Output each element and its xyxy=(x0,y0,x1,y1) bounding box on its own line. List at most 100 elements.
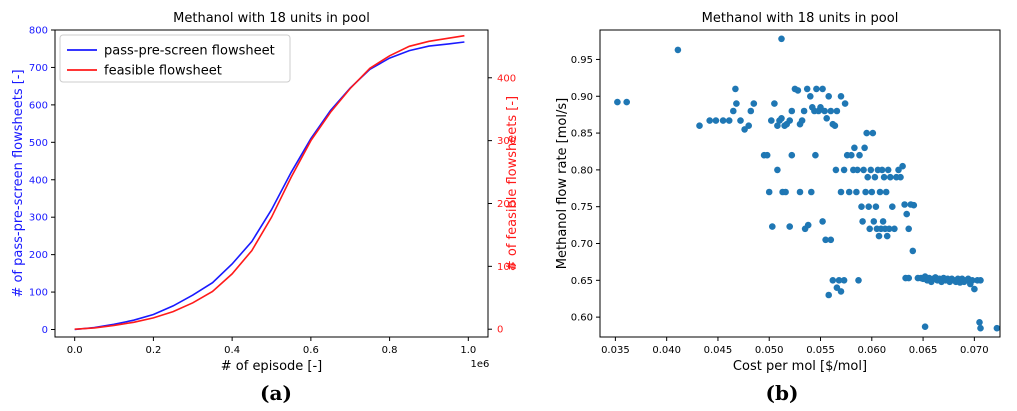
scatter-point xyxy=(977,277,984,284)
scatter-point xyxy=(822,236,829,244)
scatter-point xyxy=(798,117,806,124)
scatter-point xyxy=(905,274,912,282)
scatter-point xyxy=(788,151,796,159)
scatter-point xyxy=(851,144,858,152)
scatter-point xyxy=(837,188,845,196)
legend-label: pass-pre-screen flowsheet xyxy=(104,44,275,59)
y-tick-label: 0.80 xyxy=(571,165,593,176)
scatter-point xyxy=(891,225,898,233)
scatter-point xyxy=(858,203,865,210)
scatter-point xyxy=(712,117,720,124)
y-right-tick-label: 100 xyxy=(497,262,516,273)
scatter-point xyxy=(825,291,832,299)
x-tick-label: 1.0 xyxy=(460,345,476,356)
scatter-point xyxy=(870,218,878,225)
scatter-point xyxy=(823,115,830,122)
scatter-point xyxy=(971,285,978,293)
scatter-point xyxy=(794,87,802,94)
x-tick-label: 0.040 xyxy=(652,345,681,356)
y-left-tick-label: 100 xyxy=(29,288,48,299)
scatter-point xyxy=(977,324,984,332)
scatter-point xyxy=(885,225,893,233)
x-tick-label: 0.045 xyxy=(704,345,733,356)
scatter-point xyxy=(778,35,785,43)
scatter-point xyxy=(969,277,976,284)
legend: pass-pre-screen flowsheet feasible flowsh… xyxy=(59,34,291,83)
scatter-point xyxy=(808,188,815,196)
scatter-point xyxy=(782,188,789,196)
scatter-point xyxy=(866,225,873,233)
scatter-point xyxy=(725,117,733,124)
scatter-point xyxy=(696,122,703,129)
scatter-point xyxy=(813,85,820,93)
scatter-point xyxy=(768,117,775,124)
scatter-point xyxy=(832,166,840,174)
scatter-point xyxy=(901,201,908,208)
y-tick-label: 0.75 xyxy=(571,202,593,213)
scatter-point xyxy=(774,166,781,174)
scatter-point xyxy=(730,107,737,115)
scatter-point xyxy=(737,117,744,124)
scatter-point xyxy=(831,122,839,129)
scatter-point xyxy=(880,173,888,181)
scatter-point xyxy=(854,166,861,174)
x-tick-label: 0.065 xyxy=(909,345,938,356)
scatter-point xyxy=(884,166,892,174)
x-scale-note: 1e6 xyxy=(471,359,490,370)
scatter-point xyxy=(614,98,621,106)
x-axis-label: # of episode [-] xyxy=(221,359,323,374)
scatter-point xyxy=(774,122,781,129)
chart-title: Methanol with 18 units in pool xyxy=(173,11,370,26)
scatter-point xyxy=(853,188,860,196)
x-tick-label: 0.4 xyxy=(224,345,240,356)
scatter-point xyxy=(897,173,904,181)
scatter-point xyxy=(803,85,811,93)
plot-frame xyxy=(54,29,489,338)
y-left-tick-label: 600 xyxy=(29,100,48,111)
scatter-point xyxy=(887,173,894,181)
x-tick-label: 0.050 xyxy=(755,345,784,356)
scatter-point xyxy=(819,218,826,225)
legend-label: feasible flowsheet xyxy=(104,64,222,79)
scatter-point xyxy=(875,232,883,240)
scatter-point xyxy=(883,232,891,240)
scatter-point xyxy=(859,218,866,225)
scatter-point xyxy=(868,188,876,196)
scatter-point xyxy=(829,277,837,284)
scatter-point xyxy=(706,117,713,124)
scatter-point xyxy=(747,107,755,115)
scatter-point xyxy=(845,188,853,196)
y-tick-label: 0.70 xyxy=(571,239,593,250)
series-line-feasible xyxy=(74,34,465,330)
y-left-tick-label: 800 xyxy=(29,26,48,37)
legend-box xyxy=(59,34,291,83)
y-left-tick-label: 200 xyxy=(29,250,48,261)
scatter-point xyxy=(827,107,835,115)
scatter-point xyxy=(878,166,886,174)
scatter-point xyxy=(848,151,855,159)
scatter-point xyxy=(905,225,912,233)
scatter-point xyxy=(871,173,879,181)
y-left-tick-label: 300 xyxy=(29,213,48,224)
scatter-point xyxy=(750,100,758,107)
scatter-point xyxy=(879,218,887,225)
scatter-point xyxy=(862,188,869,196)
scatter-point xyxy=(840,166,848,174)
scatter-point xyxy=(833,107,841,115)
x-tick-label: 0.070 xyxy=(960,345,989,356)
x-tick-label: 0.055 xyxy=(806,345,835,356)
scatter-point xyxy=(786,223,793,230)
y-right-tick-label: 0 xyxy=(497,325,503,336)
chart-panel-b: Methanol with 18 units in pool 0.035 0.040… xyxy=(555,11,1001,374)
scatter-point xyxy=(889,203,896,210)
y-right-tick-label: 200 xyxy=(497,199,516,210)
scatter-point xyxy=(804,221,812,229)
scatter-point xyxy=(855,277,862,284)
scatter-point xyxy=(835,277,843,284)
scatter-point xyxy=(807,93,814,100)
scatter-point xyxy=(903,210,910,218)
scatter-point xyxy=(921,323,929,331)
scatter-point xyxy=(872,203,880,210)
x-tick-label: 0.060 xyxy=(857,345,886,356)
